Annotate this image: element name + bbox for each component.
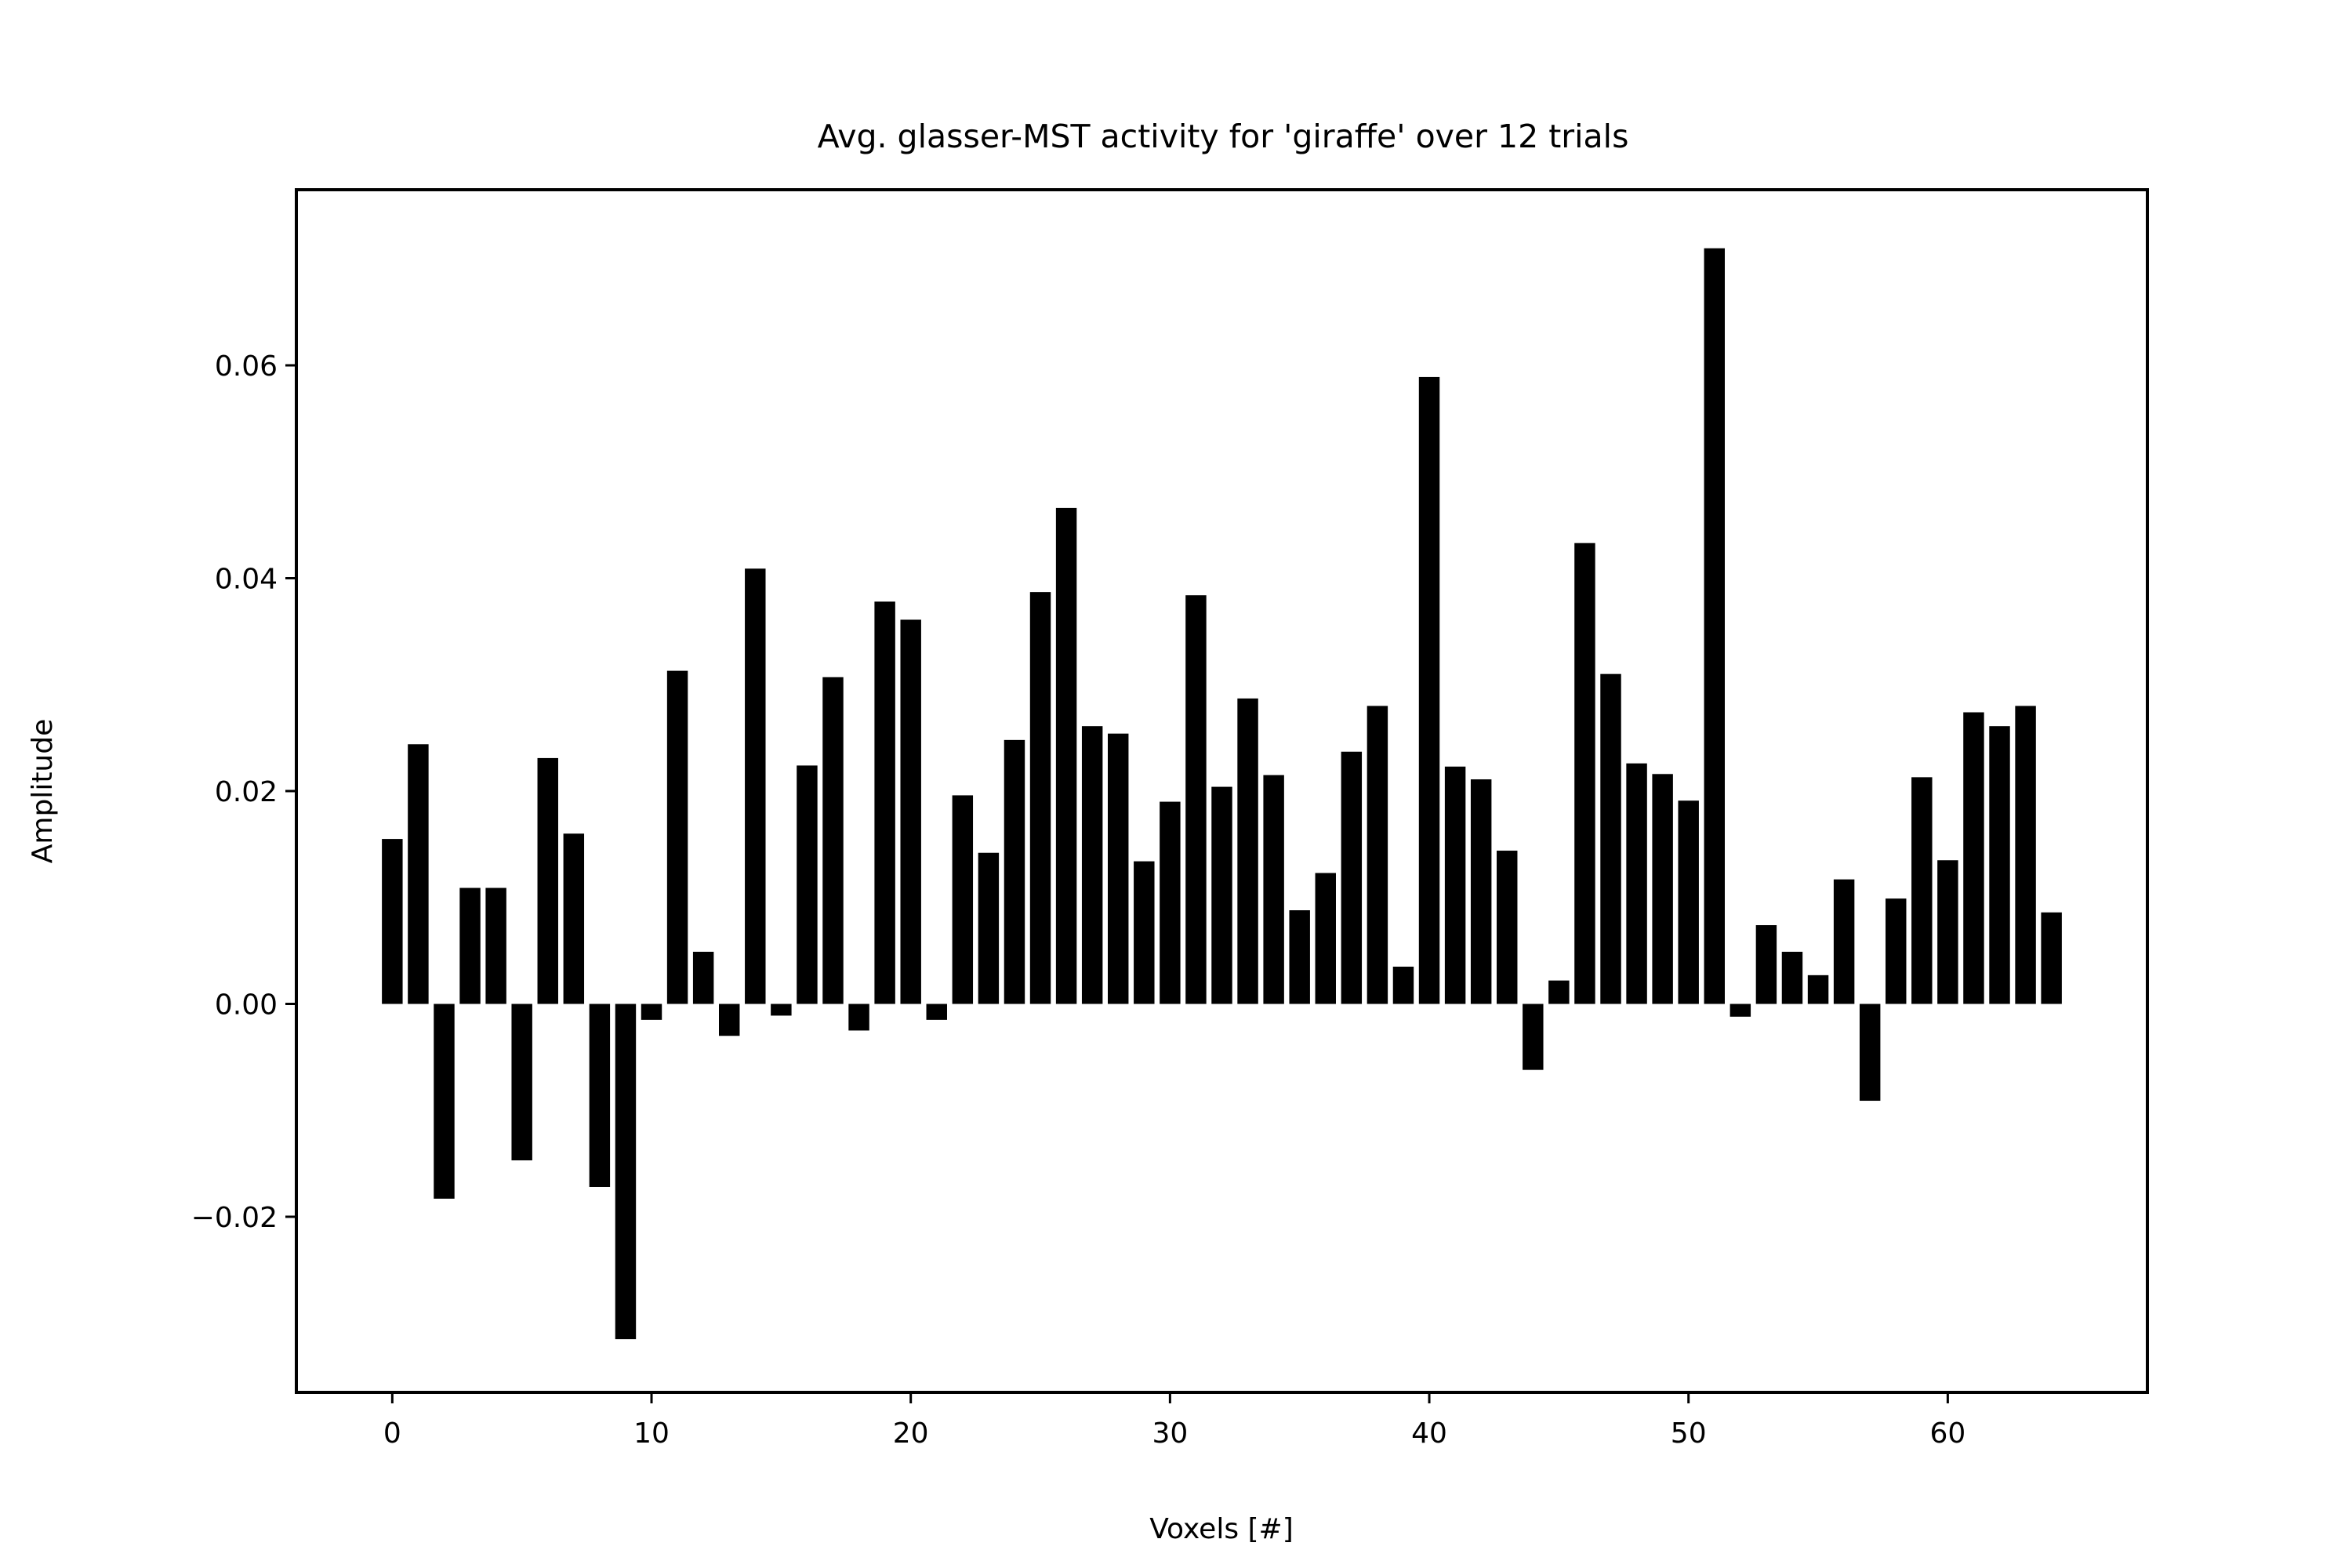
x-axis-ticks: 0 10 20 30 40 50 60 [383, 1392, 1965, 1450]
bar-voxel-42 [1470, 779, 1492, 1004]
x-tick-label: 10 [633, 1417, 670, 1450]
bar-voxel-22 [952, 795, 974, 1004]
bar-voxel-13 [719, 1004, 740, 1036]
bars-group [382, 248, 2062, 1340]
bar-voxel-60 [1937, 860, 1958, 1004]
bar-voxel-59 [1911, 777, 1933, 1004]
bar-voxel-49 [1652, 774, 1673, 1004]
y-tick-label: 0.06 [215, 350, 278, 383]
bar-voxel-7 [563, 833, 585, 1004]
x-tick-label: 60 [1929, 1417, 1965, 1450]
x-tick-label: 50 [1671, 1417, 1707, 1450]
bar-voxel-43 [1497, 851, 1518, 1004]
chart-title: Avg. glasser-MST activity for 'giraffe' … [818, 118, 1629, 155]
bar-voxel-48 [1626, 763, 1647, 1004]
bar-voxel-30 [1160, 801, 1181, 1004]
bar-voxel-16 [797, 765, 818, 1004]
bar-voxel-54 [1781, 951, 1803, 1004]
bar-voxel-19 [874, 601, 895, 1004]
bar-voxel-25 [1029, 592, 1051, 1004]
bar-voxel-18 [848, 1004, 869, 1031]
bar-voxel-33 [1237, 698, 1258, 1004]
bar-voxel-44 [1523, 1004, 1544, 1070]
bar-voxel-28 [1108, 733, 1129, 1004]
bar-voxel-41 [1444, 766, 1466, 1004]
bar-voxel-29 [1134, 861, 1155, 1004]
bar-voxel-56 [1833, 879, 1855, 1004]
bar-voxel-63 [2015, 706, 2036, 1004]
bar-voxel-57 [1859, 1004, 1881, 1102]
bar-voxel-0 [382, 839, 403, 1004]
bar-voxel-6 [537, 757, 558, 1004]
bar-voxel-31 [1185, 595, 1207, 1004]
bar-voxel-39 [1392, 966, 1414, 1004]
bar-voxel-36 [1315, 873, 1336, 1004]
bar-voxel-17 [822, 677, 844, 1004]
bar-voxel-38 [1367, 706, 1388, 1004]
bar-voxel-10 [641, 1004, 662, 1020]
bar-voxel-51 [1704, 248, 1725, 1004]
x-tick-label: 20 [893, 1417, 929, 1450]
x-tick-label: 0 [383, 1417, 401, 1450]
bar-voxel-15 [771, 1004, 792, 1016]
bar-voxel-37 [1341, 751, 1363, 1004]
x-tick-label: 40 [1411, 1417, 1447, 1450]
bar-voxel-47 [1600, 673, 1621, 1004]
bar-voxel-12 [692, 951, 714, 1004]
bar-voxel-20 [900, 619, 921, 1004]
bar-voxel-23 [978, 852, 1000, 1004]
bar-voxel-3 [459, 887, 481, 1004]
plot-frame [295, 188, 2149, 1394]
bar-voxel-64 [2041, 912, 2062, 1004]
bar-voxel-14 [745, 568, 766, 1004]
bar-voxel-46 [1574, 543, 1595, 1004]
bar-voxel-61 [1963, 712, 1984, 1004]
bar-voxel-32 [1211, 786, 1232, 1004]
bar-voxel-5 [511, 1004, 532, 1161]
x-axis-label: Voxels [#] [1149, 1513, 1294, 1545]
y-tick-label: 0.04 [215, 563, 278, 595]
y-axis-label: Amplitude [27, 719, 59, 863]
bar-voxel-1 [408, 744, 429, 1004]
bar-voxel-45 [1548, 980, 1570, 1004]
bar-voxel-8 [589, 1004, 611, 1187]
bar-voxel-27 [1081, 726, 1103, 1004]
bar-voxel-52 [1730, 1004, 1751, 1017]
y-axis-ticks: −0.02 0.00 0.02 0.04 0.06 [191, 350, 296, 1234]
bar-voxel-58 [1886, 898, 1907, 1004]
bar-voxel-34 [1263, 775, 1284, 1004]
bar-voxel-26 [1055, 507, 1077, 1004]
bar-voxel-53 [1755, 925, 1777, 1004]
bar-voxel-21 [926, 1004, 947, 1020]
y-tick-label: 0.00 [215, 989, 278, 1022]
bar-voxel-2 [434, 1004, 455, 1199]
bar-voxel-50 [1678, 800, 1699, 1004]
bar-voxel-9 [615, 1004, 637, 1340]
bar-voxel-4 [485, 887, 506, 1004]
bar-voxel-62 [1989, 726, 2010, 1004]
y-tick-label: −0.02 [191, 1202, 278, 1234]
y-tick-label: 0.02 [215, 776, 278, 808]
bar-voxel-11 [666, 670, 688, 1004]
bar-voxel-40 [1418, 376, 1440, 1004]
x-tick-label: 30 [1152, 1417, 1188, 1450]
bar-voxel-24 [1004, 739, 1025, 1004]
bar-voxel-55 [1807, 975, 1829, 1004]
bar-voxel-35 [1289, 910, 1310, 1004]
